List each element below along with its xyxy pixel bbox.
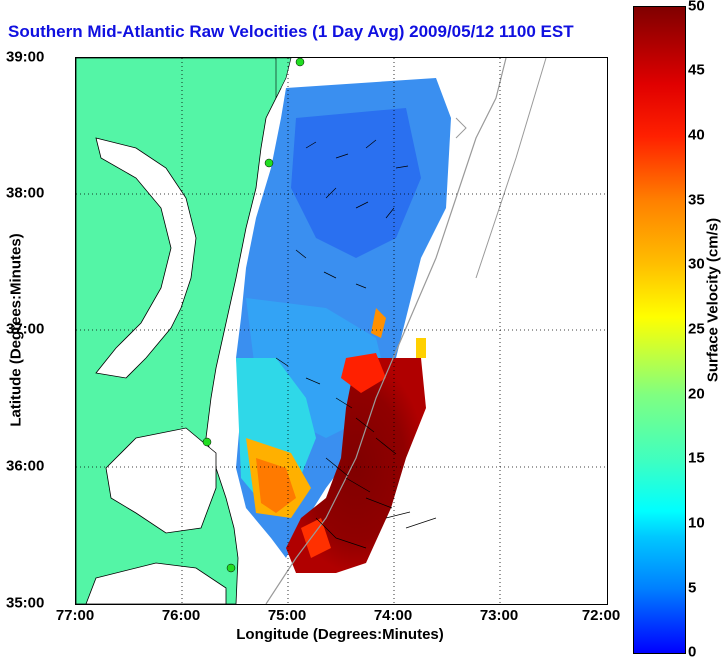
x-tick-label: 73:00 <box>479 607 519 624</box>
colorbar-tick-label: 0 <box>688 643 697 661</box>
y-tick-label: 39:00 <box>6 48 45 66</box>
x-tick-label: 75:00 <box>267 607 307 624</box>
bathymetry-contour <box>265 58 507 604</box>
x-axis-label: Longitude (Degrees:Minutes) <box>236 626 444 643</box>
y-tick-label: 37:00 <box>6 320 45 338</box>
bay <box>95 137 197 379</box>
x-tick-label: 76:00 <box>161 607 201 624</box>
land-mass-north <box>275 58 292 99</box>
colorbar-tick-label: 15 <box>688 449 705 467</box>
x-tick-label: 77:00 <box>55 607 95 624</box>
colorbar-tick-label: 20 <box>688 385 705 403</box>
y-tick-label: 35:00 <box>6 594 45 612</box>
station-marker <box>295 58 305 67</box>
map-title: Southern Mid-Atlantic Raw Velocities (1 … <box>8 22 574 41</box>
colorbar-tick-label: 25 <box>688 320 705 338</box>
map-plot-area <box>75 57 608 605</box>
station-marker <box>202 437 212 447</box>
colorbar-tick-label: 45 <box>688 61 705 79</box>
colorbar-tick-label: 40 <box>688 126 705 144</box>
y-tick-label: 38:00 <box>6 184 45 202</box>
colorbar-tick-label: 50 <box>688 0 705 15</box>
colorbar-tick-label: 5 <box>688 579 697 597</box>
colorbar-label: Surface Velocity (cm/s) <box>704 217 722 383</box>
sound <box>105 427 217 534</box>
y-axis-label: Latitude (Degrees:Minutes) <box>7 233 25 427</box>
colorbar-tick-label: 10 <box>688 514 705 532</box>
colorbar-tick-label: 35 <box>688 191 705 209</box>
colorbar <box>633 6 686 654</box>
station-marker <box>226 563 236 573</box>
y-tick-label: 36:00 <box>6 457 45 475</box>
x-tick-label: 74:00 <box>373 607 413 624</box>
station-marker <box>264 158 274 168</box>
colorbar-tick-label: 30 <box>688 255 705 273</box>
x-tick-label: 72:00 <box>581 607 621 624</box>
